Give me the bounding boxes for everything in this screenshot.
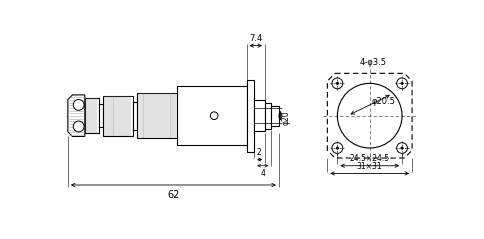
Circle shape bbox=[73, 99, 84, 110]
Text: 24.5×24.5: 24.5×24.5 bbox=[349, 154, 390, 163]
Bar bbox=[265, 103, 271, 129]
Text: φ20.5: φ20.5 bbox=[371, 98, 395, 106]
Text: 2: 2 bbox=[257, 148, 261, 157]
Bar bbox=[133, 102, 137, 130]
Text: 4-φ3.5: 4-φ3.5 bbox=[360, 58, 387, 67]
Bar bbox=[177, 87, 246, 145]
Bar bbox=[246, 80, 254, 152]
Bar bbox=[99, 104, 103, 127]
Polygon shape bbox=[68, 95, 85, 136]
Text: φ20: φ20 bbox=[282, 110, 291, 125]
Circle shape bbox=[336, 147, 338, 149]
Bar bbox=[254, 100, 265, 131]
Circle shape bbox=[336, 82, 338, 85]
Bar bbox=[137, 93, 177, 138]
Bar bbox=[85, 98, 99, 133]
Circle shape bbox=[401, 147, 403, 149]
Text: 7.4: 7.4 bbox=[249, 33, 262, 43]
Text: 31×31: 31×31 bbox=[357, 162, 382, 171]
Text: 62: 62 bbox=[167, 190, 180, 200]
Bar bbox=[103, 96, 133, 136]
Circle shape bbox=[401, 82, 403, 85]
Circle shape bbox=[73, 121, 84, 132]
Bar bbox=[271, 106, 279, 126]
Text: 4: 4 bbox=[260, 169, 265, 178]
